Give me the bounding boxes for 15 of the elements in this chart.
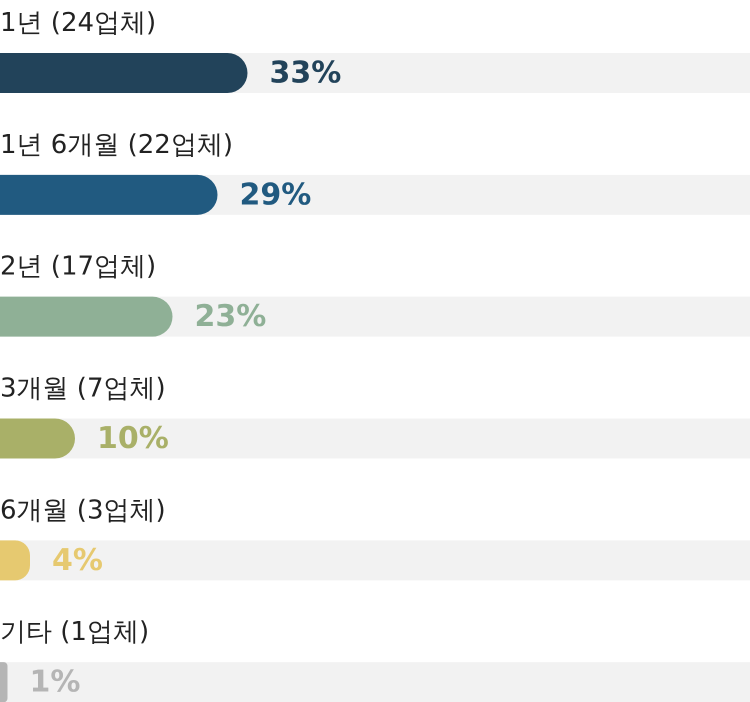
- data-label: 23%: [194, 299, 266, 334]
- bar: [0, 418, 75, 458]
- y-tick-label: 1년 6개월 (22업체): [0, 130, 233, 160]
- data-label: 4%: [52, 542, 103, 578]
- data-label: 33%: [270, 56, 342, 90]
- data-label: 1%: [30, 664, 80, 700]
- bar: [0, 296, 172, 337]
- y-tick-label: 2년 (17업체): [0, 252, 156, 282]
- data-label: 29%: [240, 177, 312, 212]
- y-tick-label: 기타 (1업체): [0, 617, 150, 648]
- y-tick-label: 3개월 (7업체): [0, 374, 166, 404]
- y-tick-label: 1년 (24업체): [0, 8, 156, 38]
- bar: [0, 662, 8, 702]
- y-tick-label: 6개월 (3업체): [0, 495, 166, 526]
- data-label: 10%: [97, 421, 169, 456]
